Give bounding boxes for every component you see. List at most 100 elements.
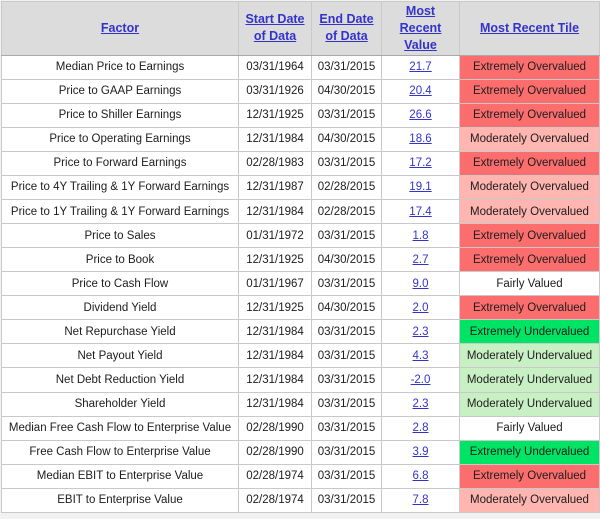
factor-cell: Price to 1Y Trailing & 1Y Forward Earnin… <box>1 198 239 225</box>
table-row: Net Repurchase Yield 12/31/1984 03/31/20… <box>1 319 600 345</box>
start-date-cell: 12/31/1984 <box>238 126 312 152</box>
tile-cell: Moderately Overvalued <box>459 174 600 201</box>
value-link[interactable]: 26.6 <box>409 109 432 122</box>
value-link[interactable]: 7.8 <box>412 494 429 507</box>
start-date-cell: 12/31/1984 <box>238 391 312 417</box>
tile-cell: Extremely Overvalued <box>459 78 600 104</box>
value-link[interactable]: 1.8 <box>412 229 429 242</box>
start-date-cell: 02/28/1974 <box>238 463 312 489</box>
end-date-cell: 03/31/2015 <box>311 271 382 297</box>
factor-cell: Price to 4Y Trailing & 1Y Forward Earnin… <box>1 174 239 201</box>
column-header-start-date[interactable]: Start Date of Data <box>238 1 312 56</box>
column-header-end-date[interactable]: End Date of Data <box>311 1 382 56</box>
tile-cell: Extremely Overvalued <box>459 295 600 321</box>
value-link[interactable]: 17.2 <box>409 157 432 170</box>
end-date-cell: 02/28/2015 <box>311 174 382 201</box>
value-link[interactable]: 2.3 <box>412 325 429 338</box>
value-cell: 4.3 <box>381 343 460 369</box>
end-date-cell: 03/31/2015 <box>311 319 382 345</box>
value-link[interactable]: 9.0 <box>412 277 429 290</box>
factor-cell: Median EBIT to Enterprise Value <box>1 463 239 489</box>
value-cell: -2.0 <box>381 367 460 393</box>
value-link[interactable]: 3.9 <box>412 446 429 459</box>
tile-cell: Extremely Overvalued <box>459 150 600 176</box>
factor-cell: Price to Book <box>1 247 239 273</box>
tile-cell: Extremely Overvalued <box>459 223 600 249</box>
table-row: Price to GAAP Earnings 03/31/1926 04/30/… <box>1 78 600 104</box>
value-cell: 2.8 <box>381 415 460 441</box>
start-date-cell: 02/28/1974 <box>238 487 312 514</box>
start-date-cell: 12/31/1925 <box>238 247 312 273</box>
end-date-cell: 04/30/2015 <box>311 247 382 273</box>
value-link[interactable]: -2.0 <box>410 373 431 386</box>
end-date-cell: 03/31/2015 <box>311 223 382 249</box>
factor-cell: Median Free Cash Flow to Enterprise Valu… <box>1 415 239 441</box>
value-link[interactable]: 6.8 <box>412 470 429 483</box>
factor-cell: Dividend Yield <box>1 295 239 321</box>
table-row: Price to Cash Flow 01/31/1967 03/31/2015… <box>1 271 600 297</box>
value-link[interactable]: 17.4 <box>409 205 432 218</box>
table-row: Price to Book 12/31/1925 04/30/2015 2.7 … <box>1 247 600 273</box>
start-date-cell: 12/31/1925 <box>238 295 312 321</box>
tile-cell: Extremely Overvalued <box>459 463 600 489</box>
value-cell: 2.7 <box>381 247 460 273</box>
value-link[interactable]: 18.6 <box>409 133 432 146</box>
tile-cell: Extremely Overvalued <box>459 54 600 80</box>
value-cell: 2.3 <box>381 391 460 417</box>
factor-cell: Price to Cash Flow <box>1 271 239 297</box>
start-date-cell: 02/28/1983 <box>238 150 312 176</box>
factor-cell: Median Price to Earnings <box>1 54 239 80</box>
table-row: Shareholder Yield 12/31/1984 03/31/2015 … <box>1 391 600 417</box>
factor-cell: Price to GAAP Earnings <box>1 78 239 104</box>
start-date-cell: 12/31/1987 <box>238 174 312 201</box>
end-date-cell: 03/31/2015 <box>311 54 382 80</box>
value-link[interactable]: 4.3 <box>412 349 429 362</box>
factor-cell: Price to Shiller Earnings <box>1 102 239 128</box>
table-row: Median Price to Earnings 03/31/1964 03/3… <box>1 54 600 80</box>
column-header-most-recent-value[interactable]: Most Recent Value <box>381 1 460 56</box>
start-date-cell: 03/31/1926 <box>238 78 312 104</box>
end-date-cell: 03/31/2015 <box>311 463 382 489</box>
start-date-cell: 12/31/1984 <box>238 319 312 345</box>
start-date-cell: 01/31/1967 <box>238 271 312 297</box>
end-date-cell: 03/31/2015 <box>311 439 382 465</box>
table-row: EBIT to Enterprise Value 02/28/1974 03/3… <box>1 487 600 514</box>
table-row: Price to Forward Earnings 02/28/1983 03/… <box>1 150 600 176</box>
end-date-cell: 03/31/2015 <box>311 150 382 176</box>
tile-cell: Fairly Valued <box>459 271 600 297</box>
factor-cell: Net Debt Reduction Yield <box>1 367 239 393</box>
tile-cell: Extremely Undervalued <box>459 319 600 345</box>
table-row: Dividend Yield 12/31/1925 04/30/2015 2.0… <box>1 295 600 321</box>
tile-cell: Extremely Overvalued <box>459 247 600 273</box>
table-row: Median EBIT to Enterprise Value 02/28/19… <box>1 463 600 489</box>
value-link[interactable]: 20.4 <box>409 85 432 98</box>
tile-cell: Moderately Undervalued <box>459 367 600 393</box>
factor-cell: Free Cash Flow to Enterprise Value <box>1 439 239 465</box>
tile-cell: Extremely Undervalued <box>459 439 600 465</box>
tile-cell: Moderately Overvalued <box>459 198 600 225</box>
value-cell: 18.6 <box>381 126 460 152</box>
factor-cell: EBIT to Enterprise Value <box>1 487 239 514</box>
end-date-cell: 03/31/2015 <box>311 102 382 128</box>
end-date-cell: 04/30/2015 <box>311 126 382 152</box>
value-link[interactable]: 2.0 <box>412 301 429 314</box>
factor-cell: Price to Sales <box>1 223 239 249</box>
value-link[interactable]: 2.7 <box>412 253 429 266</box>
table-row: Price to 4Y Trailing & 1Y Forward Earnin… <box>1 174 600 201</box>
value-link[interactable]: 19.1 <box>409 181 432 194</box>
tile-cell: Extremely Overvalued <box>459 102 600 128</box>
column-header-factor[interactable]: Factor <box>1 1 239 56</box>
value-cell: 19.1 <box>381 174 460 201</box>
end-date-cell: 04/30/2015 <box>311 78 382 104</box>
column-header-most-recent-tile[interactable]: Most Recent Tile <box>459 1 600 56</box>
start-date-cell: 01/31/1972 <box>238 223 312 249</box>
start-date-cell: 02/28/1990 <box>238 439 312 465</box>
value-cell: 6.8 <box>381 463 460 489</box>
tile-cell: Moderately Overvalued <box>459 487 600 514</box>
value-link[interactable]: 2.3 <box>412 398 429 411</box>
value-link[interactable]: 2.8 <box>412 422 429 435</box>
value-cell: 20.4 <box>381 78 460 104</box>
table-row: Price to 1Y Trailing & 1Y Forward Earnin… <box>1 198 600 225</box>
value-link[interactable]: 21.7 <box>409 61 432 74</box>
start-date-cell: 12/31/1984 <box>238 343 312 369</box>
